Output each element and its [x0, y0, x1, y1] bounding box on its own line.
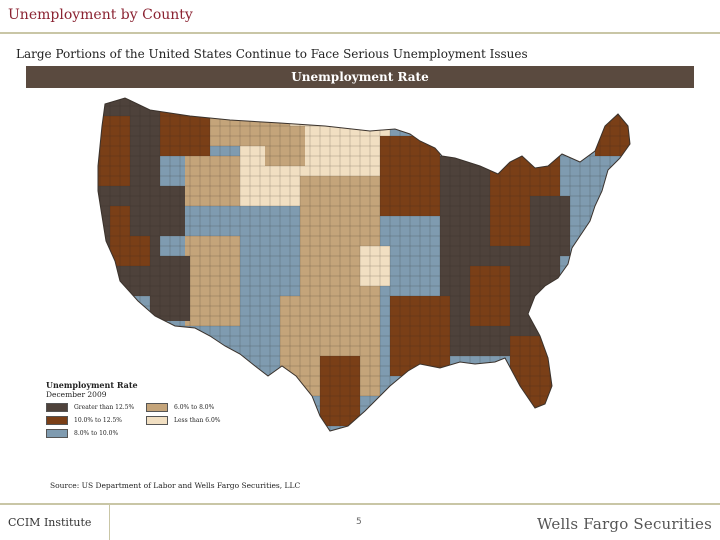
- footer-separator: [109, 505, 110, 540]
- legend-title: Unemployment Rate: [46, 380, 138, 390]
- legend-item-6-to-8: 6.0% to 8.0%: [146, 403, 214, 412]
- legend-item-greater-than-12-5: Greater than 12.5%: [46, 403, 134, 412]
- legend-label: Less than 6.0%: [174, 417, 221, 424]
- footer-brand-logo: Wells Fargo Securities: [536, 515, 712, 533]
- legend-label: Greater than 12.5%: [74, 404, 135, 411]
- legend-label: 8.0% to 10.0%: [74, 430, 119, 437]
- legend-swatch: [146, 416, 168, 425]
- map-legend: Unemployment Rate December 2009 Greater …: [46, 380, 286, 443]
- legend-item-less-than-6: Less than 6.0%: [146, 416, 220, 425]
- legend-swatch: [46, 416, 68, 425]
- us-county-unemployment-map: [97, 97, 631, 432]
- page-number: 5: [356, 517, 362, 527]
- legend-label: 10.0% to 12.5%: [74, 417, 122, 424]
- legend-swatch: [146, 403, 168, 412]
- legend-subtitle: December 2009: [46, 390, 107, 399]
- top-divider: [0, 32, 720, 34]
- legend-label: 6.0% to 8.0%: [174, 404, 215, 411]
- slide-subtitle: Large Portions of the United States Cont…: [16, 47, 528, 61]
- legend-swatch: [46, 429, 68, 438]
- bottom-divider: [0, 503, 720, 505]
- map-banner: Unemployment Rate: [26, 66, 694, 88]
- footer-organization: CCIM Institute: [8, 516, 92, 529]
- legend-item-8-to-10: 8.0% to 10.0%: [46, 429, 118, 438]
- source-note: Source: US Department of Labor and Wells…: [50, 481, 301, 490]
- slide-title: Unemployment by County: [8, 7, 193, 23]
- legend-item-10-to-12-5: 10.0% to 12.5%: [46, 416, 122, 425]
- us-outline: [97, 97, 631, 432]
- legend-swatch: [46, 403, 68, 412]
